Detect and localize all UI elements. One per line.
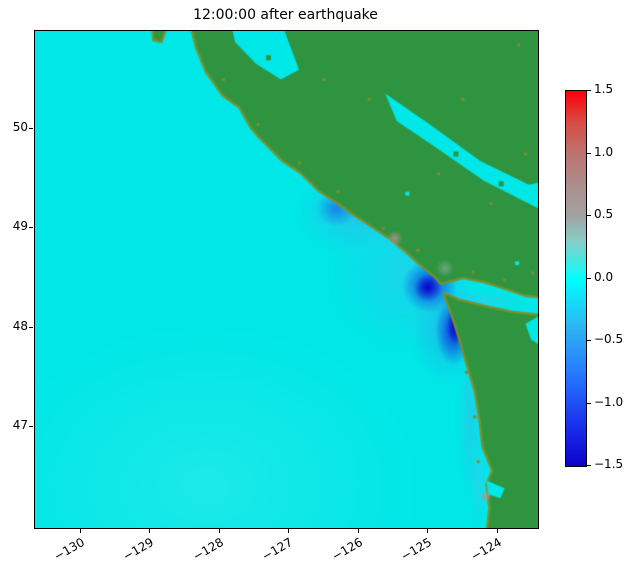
colorbar-tick-label: 0.5 xyxy=(594,207,614,221)
x-tick-mark xyxy=(427,529,429,533)
plot-title: 12:00:00 after earthquake xyxy=(193,7,378,23)
colorbar-tick-mark xyxy=(587,402,591,404)
x-tick-mark xyxy=(149,529,151,533)
x-tick-label: −128 xyxy=(190,535,226,564)
y-tick-mark xyxy=(29,326,33,328)
x-tick-label: −126 xyxy=(329,535,365,564)
y-tick-label: 48 xyxy=(12,318,28,333)
colorbar-tick-mark xyxy=(587,340,591,341)
colorbar-tick-mark xyxy=(587,90,591,91)
y-tick-mark xyxy=(29,128,33,130)
x-tick-mark xyxy=(496,529,498,533)
colorbar-gradient xyxy=(566,91,586,466)
x-tick-mark xyxy=(288,529,290,533)
colorbar-tick-mark xyxy=(587,152,591,154)
colorbar-tick-label: 0.0 xyxy=(594,269,614,284)
colorbar-tick-mark xyxy=(587,277,591,279)
x-tick-label: −124 xyxy=(468,535,504,564)
y-tick-mark xyxy=(29,227,33,229)
x-tick-mark xyxy=(218,529,220,533)
colorbar xyxy=(565,90,587,467)
plot-area xyxy=(34,30,539,529)
colorbar-tick-label: −1.0 xyxy=(594,394,624,409)
y-tick-label: 50 xyxy=(12,120,28,135)
x-tick-label: −125 xyxy=(398,535,435,564)
x-tick-mark xyxy=(79,529,81,533)
y-tick-mark xyxy=(29,425,33,427)
colorbar-tick-mark xyxy=(587,215,591,216)
x-tick-label: −127 xyxy=(259,535,296,564)
colorbar-tick-label: 1.0 xyxy=(594,144,614,159)
colorbar-tick-label: −1.5 xyxy=(594,457,624,471)
x-tick-label: −130 xyxy=(51,535,87,564)
colorbar-tick-label: 1.5 xyxy=(594,82,614,96)
x-tick-mark xyxy=(357,529,359,533)
y-tick-label: 49 xyxy=(12,219,28,234)
colorbar-tick-label: −0.5 xyxy=(594,332,624,346)
colorbar-tick-mark xyxy=(587,465,591,466)
map-canvas xyxy=(35,31,538,528)
x-tick-label: −129 xyxy=(120,535,157,564)
y-tick-label: 47 xyxy=(12,417,28,432)
